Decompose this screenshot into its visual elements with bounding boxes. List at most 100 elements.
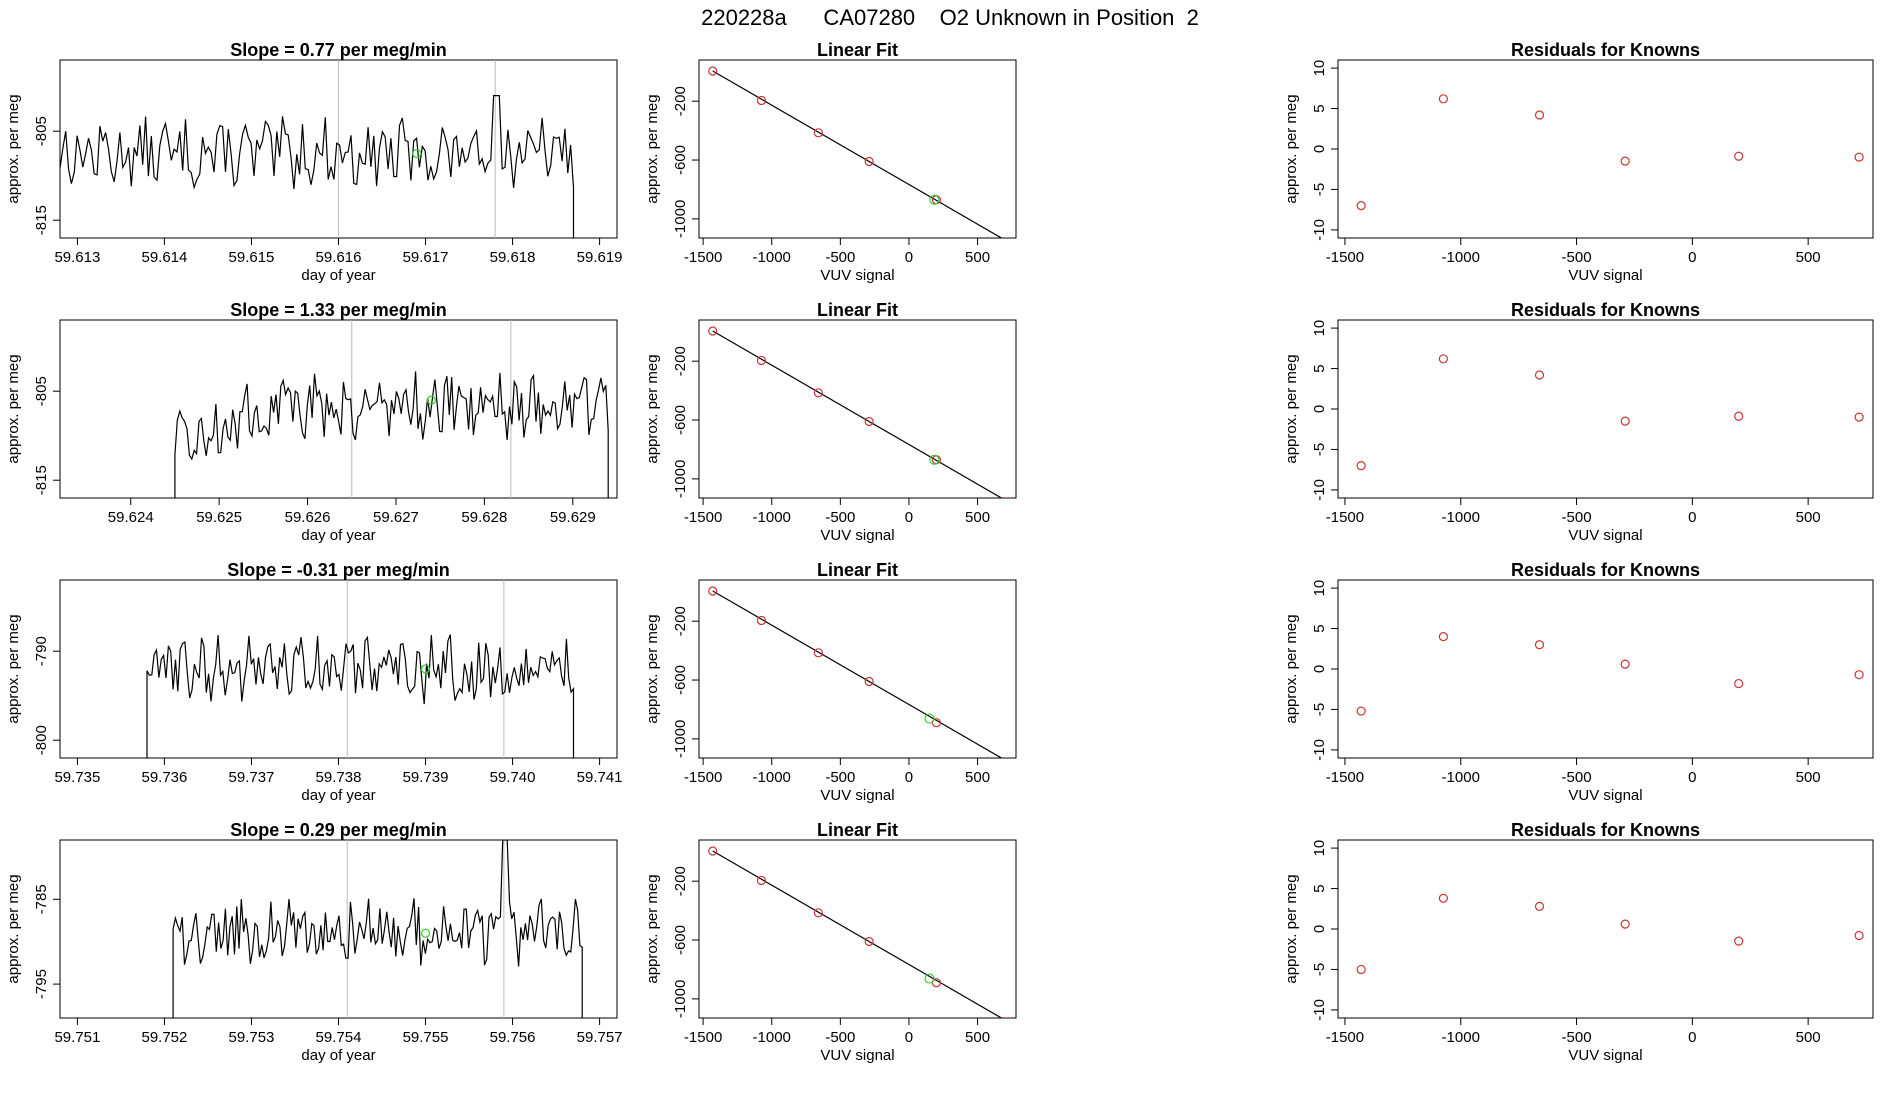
x-tick-label: 59.752 xyxy=(141,1029,187,1046)
known-point xyxy=(1534,370,1545,380)
known-point xyxy=(864,156,874,167)
x-tick-label: 59.624 xyxy=(108,509,154,526)
x-tick-label: -500 xyxy=(825,249,855,266)
x-tick-label: 0 xyxy=(1688,1029,1696,1046)
known-point xyxy=(708,326,718,336)
known-point xyxy=(1620,919,1630,929)
y-axis-label: approx. per meg xyxy=(644,874,661,983)
plot-area xyxy=(60,60,575,238)
signal-trace xyxy=(60,94,575,238)
chart-title: Slope = -0.31 per meg/min xyxy=(227,560,450,580)
y-axis-label: approx. per meg xyxy=(1283,94,1300,203)
x-tick-label: 59.626 xyxy=(285,509,331,526)
fit-line xyxy=(712,330,1003,498)
x-tick-label: 59.627 xyxy=(373,509,419,526)
y-tick-label: 5 xyxy=(1311,364,1328,372)
y-axis-label: approx. per meg xyxy=(644,354,661,463)
x-tick-label: -1000 xyxy=(753,1029,791,1046)
chart-panel-8: Linear Fit -1500 -1000 -500 0 500 -200 -600 -100… xyxy=(644,560,1017,804)
known-point xyxy=(756,355,767,366)
chart-title: Residuals for Knowns xyxy=(1511,820,1700,840)
chart-panel-11: Linear Fit -1500 -1000 -500 0 500 -200 -600 -100… xyxy=(644,820,1017,1064)
plot-area xyxy=(172,840,583,1018)
y-tick-label: -805 xyxy=(33,376,50,406)
y-tick-label: -10 xyxy=(1311,219,1328,241)
x-tick-label: 59.735 xyxy=(54,769,100,786)
y-tick-label: -815 xyxy=(33,465,50,495)
plot-area xyxy=(708,326,1011,498)
known-point xyxy=(1854,152,1864,162)
known-point xyxy=(1734,411,1744,421)
known-point xyxy=(1438,632,1448,642)
known-point xyxy=(813,388,823,398)
y-tick-label: 0 xyxy=(1311,145,1328,153)
x-tick-label: -500 xyxy=(1562,509,1592,526)
x-tick-label: 500 xyxy=(1796,769,1821,786)
x-axis-label: VUV signal xyxy=(820,1047,894,1064)
y-tick-label: -1000 xyxy=(672,460,689,498)
plot-frame xyxy=(1337,839,1874,1019)
x-tick-label: -1500 xyxy=(1326,1029,1364,1046)
y-tick-label: -1000 xyxy=(672,980,689,1018)
known-point xyxy=(756,875,767,886)
x-tick-label: 0 xyxy=(905,769,913,786)
fit-line xyxy=(712,590,1003,758)
chart-title: Slope = 1.33 per meg/min xyxy=(230,300,447,320)
plot-frame xyxy=(1337,319,1874,499)
chart-panel-1: Slope = 0.77 per meg/min 59.613 59.614 59.6… xyxy=(5,40,623,284)
unknown-point xyxy=(929,454,940,465)
y-tick-label: -800 xyxy=(33,725,50,755)
known-point xyxy=(1356,964,1366,975)
signal-trace xyxy=(174,371,609,498)
known-point xyxy=(1356,461,1366,471)
chart-title: Linear Fit xyxy=(817,40,898,60)
x-tick-label: -1500 xyxy=(684,1029,722,1046)
known-point xyxy=(813,128,823,138)
y-tick-label: 5 xyxy=(1311,624,1328,632)
x-tick-label: 0 xyxy=(905,509,913,526)
x-tick-label: 59.616 xyxy=(316,249,362,266)
x-tick-label: -1500 xyxy=(1326,769,1364,786)
chart-panel-10: Slope = 0.29 per meg/min 59.751 59.752 59.7… xyxy=(5,820,623,1064)
known-point xyxy=(1854,412,1864,422)
x-tick-label: 59.619 xyxy=(577,249,623,266)
plot-area xyxy=(1356,893,1864,975)
known-point xyxy=(864,416,874,427)
known-point xyxy=(756,95,767,106)
known-point xyxy=(813,908,823,918)
x-tick-label: 59.629 xyxy=(550,509,596,526)
y-axis-label: approx. per meg xyxy=(5,94,22,203)
x-tick-label: 59.751 xyxy=(54,1029,100,1046)
x-axis-label: VUV signal xyxy=(820,267,894,284)
chart-panel-6: Residuals for Knowns -1500 -1000 -500 0 500 10… xyxy=(1283,300,1874,544)
known-point xyxy=(1734,151,1744,161)
unknown-point xyxy=(929,194,940,205)
plot-frame xyxy=(59,319,618,499)
y-axis-label: approx. per meg xyxy=(644,614,661,723)
fit-line xyxy=(712,70,1003,238)
y-tick-label: -785 xyxy=(33,884,50,914)
y-axis-label: approx. per meg xyxy=(5,614,22,723)
chart-title: Linear Fit xyxy=(817,560,898,580)
known-point xyxy=(1005,1017,1011,1018)
plot-area xyxy=(708,846,1011,1018)
y-tick-label: -600 xyxy=(672,145,689,175)
x-tick-label: 59.740 xyxy=(490,769,536,786)
known-point xyxy=(1005,237,1011,238)
x-tick-label: 59.737 xyxy=(229,769,275,786)
known-point xyxy=(864,676,874,687)
plot-area xyxy=(174,320,609,498)
y-axis-label: approx. per meg xyxy=(5,874,22,983)
plot-area xyxy=(1356,94,1864,211)
chart-panel-4: Slope = 1.33 per meg/min 59.624 59.625 59.6… xyxy=(5,300,618,544)
chart-title: Slope = 0.77 per meg/min xyxy=(230,40,447,60)
y-tick-label: 10 xyxy=(1311,580,1328,597)
y-tick-label: -10 xyxy=(1311,999,1328,1021)
y-tick-label: -5 xyxy=(1311,963,1328,976)
y-tick-label: -10 xyxy=(1311,479,1328,501)
x-tick-label: -1000 xyxy=(1442,509,1480,526)
unknown-marker xyxy=(412,148,422,159)
x-tick-label: 0 xyxy=(905,1029,913,1046)
known-point xyxy=(708,66,718,76)
known-point xyxy=(1438,94,1448,104)
